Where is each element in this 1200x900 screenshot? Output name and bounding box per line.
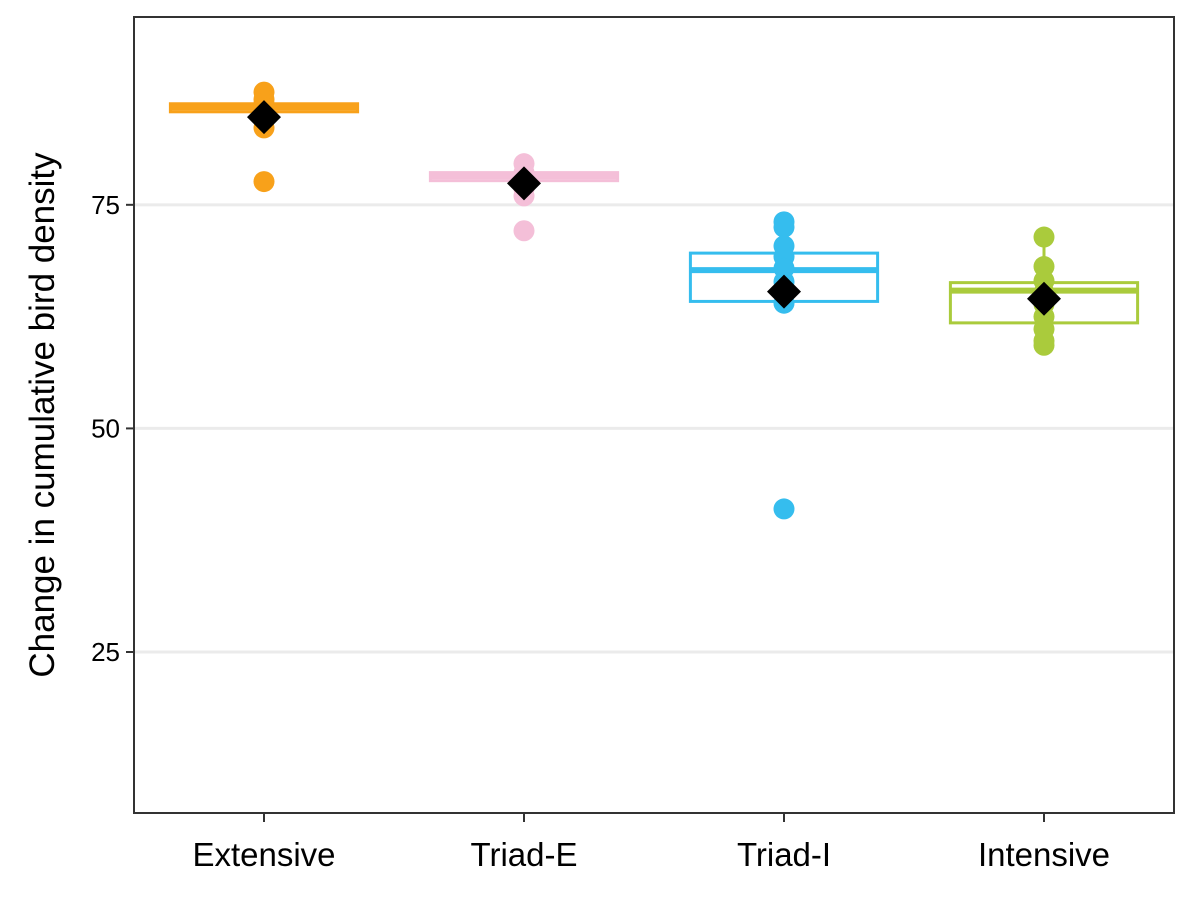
x-tick-label-extensive: Extensive	[192, 836, 335, 873]
axes: 25 50 75 Extensive Triad-E Triad-I Intensive	[91, 190, 1110, 873]
panel-background	[134, 17, 1174, 813]
mean-marker-extensive	[247, 100, 281, 135]
y-axis-label: Change in cumulative bird density	[23, 152, 62, 678]
means	[247, 100, 1061, 316]
point-triad-i-1	[773, 216, 795, 238]
x-tick-label-intensive: Intensive	[978, 836, 1110, 873]
point-extensive-7	[253, 171, 275, 193]
y-tick-label-75: 75	[91, 190, 120, 220]
mean-marker-intensive	[1027, 281, 1061, 316]
y-tick-label-50: 50	[91, 413, 120, 443]
mean-marker-triad-i	[767, 274, 801, 309]
point-intensive-0	[1033, 226, 1055, 248]
x-tick-label-triad-i: Triad-I	[737, 836, 831, 873]
point-triad-i-8	[773, 498, 795, 520]
x-tick-label-triad-e: Triad-E	[471, 836, 578, 873]
point-intensive-8	[1033, 334, 1055, 356]
panel-border	[133, 16, 1175, 814]
grid-lines	[134, 203, 1174, 654]
mean-marker-triad-e	[507, 166, 541, 201]
y-tick-label-25: 25	[91, 637, 120, 667]
point-triad-e-6	[513, 220, 535, 242]
